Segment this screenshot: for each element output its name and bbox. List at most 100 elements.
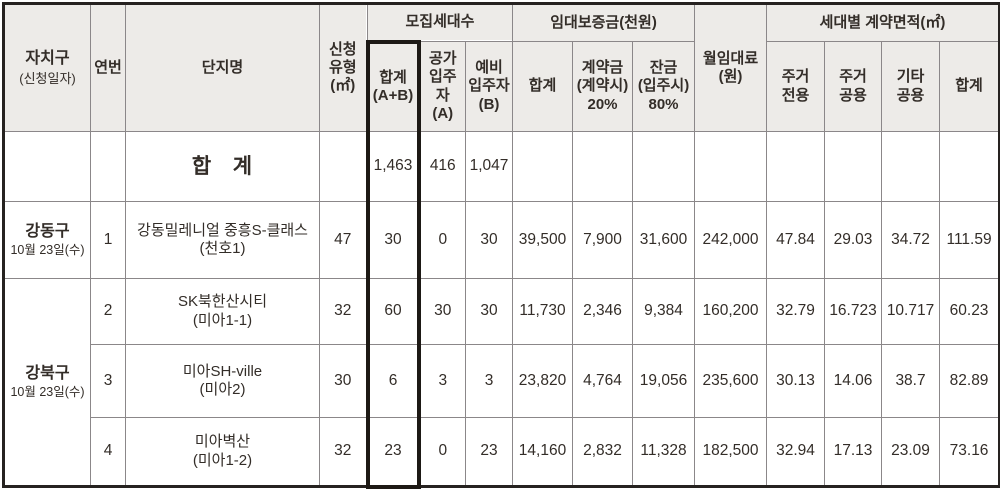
table-row-3: 3 미아SH-ville (미아2) 30 6 3 3 23,820 4,764… bbox=[4, 344, 1000, 418]
apply-type-cell: 32 bbox=[319, 278, 368, 345]
recruit-total-cell: 6 bbox=[365, 344, 421, 418]
down-payment-cell: 2,832 bbox=[572, 417, 633, 487]
area-private-cell: 32.94 bbox=[766, 417, 826, 487]
col-group-contract-area: 세대별 계약면적(㎡) bbox=[766, 3, 1000, 42]
reserve-resident-cell: 23 bbox=[465, 417, 513, 487]
complex-name-cell: 미아SH-ville (미아2) bbox=[125, 344, 320, 418]
area-other-cell: 34.72 bbox=[881, 201, 941, 279]
vacant-resident-cell: 0 bbox=[418, 201, 466, 279]
col-header-serial: 연번 bbox=[90, 3, 126, 132]
deposit-total-cell: 14,160 bbox=[512, 417, 573, 487]
col-header-monthly-rent: 월임대료 (원) bbox=[694, 3, 768, 132]
summary-vacant-cell: 416 bbox=[418, 131, 466, 202]
col-header-deposit-total: 합계 bbox=[512, 41, 573, 132]
vacant-resident-cell: 3 bbox=[418, 344, 466, 418]
deposit-total-cell: 11,730 bbox=[512, 278, 573, 345]
empty-cell bbox=[939, 131, 1000, 202]
apply-type-cell: 30 bbox=[319, 344, 368, 418]
area-shared-cell: 17.13 bbox=[824, 417, 883, 487]
apply-type-cell: 47 bbox=[319, 201, 368, 279]
recruit-total-cell: 23 bbox=[365, 417, 421, 489]
empty-cell bbox=[766, 131, 826, 202]
complex-name-cell: SK북한산시티 (미아1-1) bbox=[125, 278, 320, 345]
area-total-cell: 111.59 bbox=[939, 201, 1000, 279]
serial-cell: 4 bbox=[90, 417, 126, 487]
empty-cell bbox=[572, 131, 633, 202]
monthly-rent-cell: 235,600 bbox=[694, 344, 768, 418]
serial-cell: 3 bbox=[90, 344, 126, 418]
table-body: 합 계 1,463 416 1,047 강동구 10월 23일(수) 1 강동밀레… bbox=[3, 131, 1000, 489]
col-group-recruit-households: 모집세대수 bbox=[367, 3, 513, 42]
area-shared-cell: 16.723 bbox=[824, 278, 883, 345]
summary-reserve-cell: 1,047 bbox=[465, 131, 513, 202]
summary-row: 합 계 1,463 416 1,047 bbox=[3, 131, 1000, 202]
area-total-cell: 73.16 bbox=[939, 417, 1000, 487]
recruit-total-cell: 60 bbox=[365, 278, 421, 345]
col-header-district: 자치구 (신청일자) bbox=[3, 3, 91, 132]
col-header-apply-type: 신청 유형 (㎡) bbox=[319, 3, 368, 132]
complex-name-cell: 강동밀레니얼 중흥S-클래스 (천호1) bbox=[125, 201, 320, 279]
apply-type-cell: 32 bbox=[319, 417, 368, 487]
table-row-1: 강동구 10월 23일(수) 1 강동밀레니얼 중흥S-클래스 (천호1) 47 … bbox=[3, 201, 1000, 279]
col-header-area-shared: 주거 공용 bbox=[824, 41, 883, 132]
reserve-resident-cell: 30 bbox=[465, 201, 513, 279]
vacant-resident-cell: 30 bbox=[418, 278, 466, 345]
down-payment-cell: 2,346 bbox=[572, 278, 633, 345]
area-total-cell: 60.23 bbox=[939, 278, 1000, 345]
area-private-cell: 30.13 bbox=[766, 344, 826, 418]
empty-cell bbox=[881, 131, 941, 202]
complex-name-cell: 미아벽산 (미아1-2) bbox=[125, 417, 320, 487]
area-shared-cell: 14.06 bbox=[824, 344, 883, 418]
reserve-resident-cell: 30 bbox=[465, 278, 513, 345]
district-cell-gangbuk: 강북구 10월 23일(수) bbox=[3, 278, 91, 487]
monthly-rent-cell: 160,200 bbox=[694, 278, 768, 345]
district-name: 강북구 bbox=[25, 364, 70, 382]
col-header-area-total: 합계 bbox=[939, 41, 1000, 132]
table-row-2: 강북구 10월 23일(수) 2 SK북한산시티 (미아1-1) 32 60 30… bbox=[3, 278, 1000, 487]
balance-payment-cell: 9,384 bbox=[631, 278, 696, 345]
empty-cell bbox=[90, 131, 126, 202]
vacant-resident-cell: 0 bbox=[418, 417, 466, 487]
header-group-row: 자치구 (신청일자) 연번 단지명 신청 유형 (㎡) 모집세대수 임대보증금(천… bbox=[3, 3, 1000, 132]
area-total-cell: 82.89 bbox=[939, 344, 1000, 418]
col-header-down-payment: 계약금 (계약시) 20% bbox=[572, 41, 633, 132]
area-other-cell: 10.717 bbox=[881, 278, 941, 345]
serial-cell: 2 bbox=[90, 278, 126, 345]
balance-payment-cell: 11,328 bbox=[631, 417, 696, 487]
empty-cell bbox=[631, 131, 696, 202]
table-row-4: 4 미아벽산 (미아1-2) 32 23 0 23 14,160 2,832 1… bbox=[4, 417, 1000, 489]
district-header-sublabel: (신청일자) bbox=[19, 70, 76, 86]
col-header-reserve-resident: 예비 입주자 (B) bbox=[465, 41, 513, 132]
col-header-area-other: 기타 공용 bbox=[881, 41, 941, 132]
empty-cell bbox=[3, 131, 91, 202]
serial-cell: 1 bbox=[90, 201, 126, 279]
district-apply-date: 10월 23일(수) bbox=[10, 243, 85, 258]
empty-cell bbox=[319, 131, 368, 202]
down-payment-cell: 7,900 bbox=[572, 201, 633, 279]
area-private-cell: 47.84 bbox=[766, 201, 826, 279]
area-shared-cell: 29.03 bbox=[824, 201, 883, 279]
col-header-complex-name: 단지명 bbox=[125, 3, 320, 132]
area-other-cell: 23.09 bbox=[881, 417, 941, 487]
district-cell-gangdong: 강동구 10월 23일(수) bbox=[3, 201, 91, 279]
district-apply-date: 10월 23일(수) bbox=[10, 385, 85, 400]
table-header: 자치구 (신청일자) 연번 단지명 신청 유형 (㎡) 모집세대수 임대보증금(천… bbox=[3, 3, 1000, 132]
balance-payment-cell: 31,600 bbox=[631, 201, 696, 279]
col-header-area-private: 주거 전용 bbox=[766, 41, 826, 132]
balance-payment-cell: 19,056 bbox=[631, 344, 696, 418]
deposit-total-cell: 39,500 bbox=[512, 201, 573, 279]
summary-recruit-total-cell: 1,463 bbox=[365, 131, 421, 202]
empty-cell bbox=[694, 131, 768, 202]
summary-total-label: 합 계 bbox=[125, 131, 320, 202]
deposit-total-cell: 23,820 bbox=[512, 344, 573, 418]
empty-cell bbox=[824, 131, 883, 202]
col-header-vacant-resident: 공가 입주자 (A) bbox=[418, 41, 466, 132]
recruit-total-cell: 30 bbox=[365, 201, 421, 279]
monthly-rent-cell: 242,000 bbox=[694, 201, 768, 279]
empty-cell bbox=[512, 131, 573, 202]
col-header-balance-payment: 잔금 (입주시) 80% bbox=[631, 41, 696, 132]
area-private-cell: 32.79 bbox=[766, 278, 826, 345]
down-payment-cell: 4,764 bbox=[572, 344, 633, 418]
